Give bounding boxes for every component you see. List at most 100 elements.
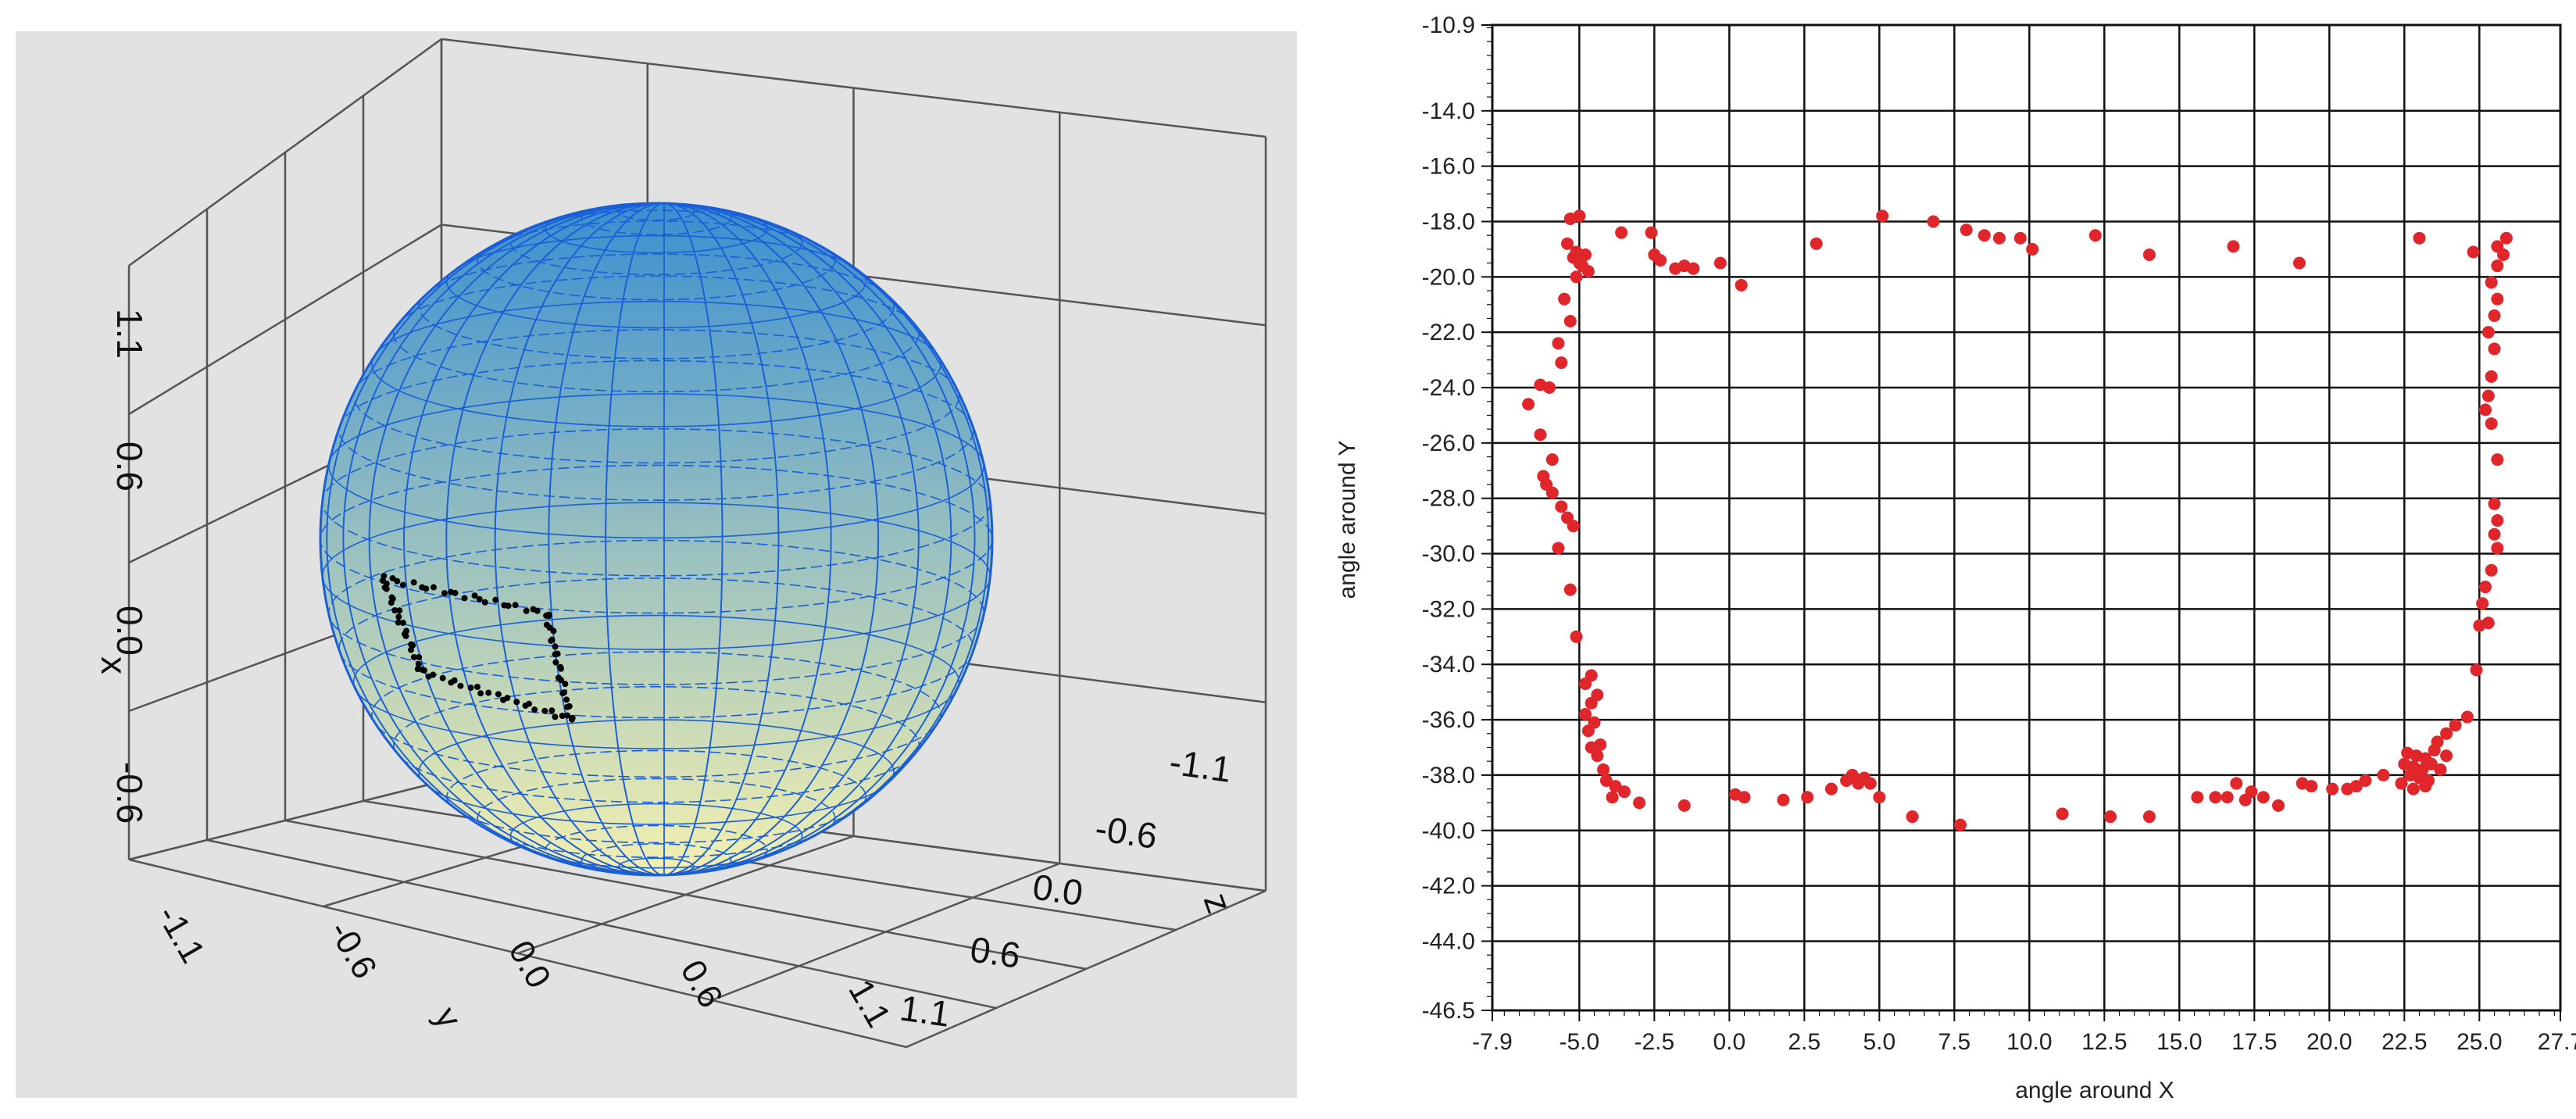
scatter-point (1654, 254, 1667, 267)
z-axis-tick-2: 0.0 (1031, 866, 1086, 913)
trace-point (414, 666, 421, 673)
y-tick-label: -10.9 (1422, 13, 1475, 38)
x-tick-label: -5.0 (1560, 1029, 1600, 1055)
scatter-point (2406, 782, 2420, 795)
scatter-grid (1481, 23, 2562, 1021)
x-tick-label: 27.7 (2538, 1029, 2576, 1055)
trace-point (505, 602, 512, 610)
scatter-point (2104, 810, 2117, 824)
scatter-point (1906, 810, 1919, 824)
trace-point (395, 613, 402, 620)
trace-point (562, 681, 569, 688)
scatter-point (1591, 688, 1604, 702)
scatter-point (2497, 248, 2510, 261)
scatter-point (1522, 398, 1535, 411)
y-tick-label: -42.0 (1422, 874, 1475, 899)
trace-point (513, 699, 520, 706)
scatter-point (2142, 810, 2156, 824)
trace-point (410, 579, 417, 586)
trace-point (399, 620, 406, 627)
trace-point (558, 677, 565, 684)
trace-point (564, 712, 571, 719)
trace-point (430, 584, 437, 591)
scatter-point (2485, 563, 2498, 577)
trace-point (548, 707, 556, 714)
x-tick-label: 7.5 (1938, 1029, 1970, 1055)
scatter-point (2401, 746, 2414, 760)
trace-point (545, 613, 552, 620)
sphere-latitude-line (320, 464, 992, 614)
scatter-point (2256, 791, 2270, 804)
sphere-latitude-line (352, 614, 960, 749)
x-tick-label: 5.0 (1863, 1029, 1895, 1055)
trace-path (380, 573, 576, 723)
y-tick-label: -44.0 (1422, 928, 1475, 954)
trace-point (415, 660, 422, 667)
scatter-point (1599, 774, 1613, 788)
scatter-point (1633, 796, 1646, 810)
scatter-point (2485, 417, 2498, 431)
z-axis-tick-3: 0.6 (968, 928, 1024, 975)
y-tick-label: -24.0 (1422, 375, 1475, 401)
scatter-point (1581, 265, 1595, 278)
y-tick-label: -38.0 (1422, 763, 1475, 788)
sphere-latitude-line (338, 359, 974, 501)
sphere-latitude-line (581, 842, 732, 875)
scatter-point (2419, 780, 2432, 793)
y-tick-labels: -10.9 -14.0 -16.0 -18.0 -20.0 -22.0 -24.0 -26.0… (1422, 13, 1475, 1024)
x-tick-label: 22.5 (2381, 1029, 2427, 1055)
trace-point (552, 713, 559, 720)
trace-point (457, 682, 464, 689)
scatter-point (1735, 278, 1748, 291)
scatter-point (2209, 791, 2222, 804)
scatter-point (1555, 500, 1568, 513)
trace-point (476, 595, 483, 602)
scatter-point (1810, 237, 1823, 250)
scatter-point (1560, 237, 1574, 250)
y-tick-label: -40.0 (1422, 818, 1475, 844)
y-tick-label: -14.0 (1422, 98, 1475, 124)
scatter-point (1840, 774, 1853, 788)
trace-point (441, 590, 448, 597)
x-tick-labels: -7.9 -5.0 -2.5 0.0 2.5 5.0 7.5 10.0 12.5 15.0 17.5… (1472, 1029, 2576, 1055)
scatter-point (2341, 782, 2354, 795)
y-tick-label: -20.0 (1422, 264, 1475, 290)
trace-point (461, 595, 468, 602)
trace-point (391, 607, 398, 614)
trace-point (563, 696, 570, 703)
scatter-point (1609, 780, 1622, 793)
sphere-latitude-line (446, 749, 866, 844)
scatter-point (1978, 229, 1991, 242)
x-tick-label: 2.5 (1788, 1029, 1820, 1055)
sphere-longitude-line (548, 203, 780, 875)
scatter-point (1537, 470, 1550, 483)
scatter-point (1615, 226, 1628, 239)
scatter-point (1992, 231, 2006, 245)
sphere-latitude-line (352, 329, 960, 464)
trace-point (481, 599, 488, 606)
scatter-point (1534, 428, 1547, 442)
x-axis-tick-1: 0.6 (109, 442, 150, 492)
scatter-point (1606, 791, 1619, 804)
trace-point (471, 592, 478, 599)
sphere-longitude-line (326, 203, 990, 875)
scatter-point (1729, 788, 1742, 801)
scatter-point (2481, 326, 2495, 339)
trace-point (403, 627, 410, 635)
scatter-point (1585, 669, 1598, 682)
x-tick-label: 25.0 (2456, 1029, 2502, 1055)
trace-point (548, 637, 555, 644)
trace-point (448, 679, 455, 686)
scatter-point (1573, 209, 1586, 223)
scatter-point (2470, 663, 2483, 677)
sphere-latitude-line (509, 209, 803, 276)
scatter-point (2473, 619, 2486, 632)
sphere-3d-chart-panel: 1.1 0.6 0.0 -0.6 x -1.1 -0.6 0.0 0.6 1.1… (16, 31, 1297, 1098)
scatter-point (2491, 259, 2504, 273)
sphere-surface (319, 202, 994, 877)
floor-grid-b (284, 819, 1087, 971)
scatter-point (1777, 793, 1790, 806)
scatter-point (2479, 581, 2492, 594)
scatter-point (1573, 256, 1586, 270)
scatter-point (2485, 370, 2498, 383)
